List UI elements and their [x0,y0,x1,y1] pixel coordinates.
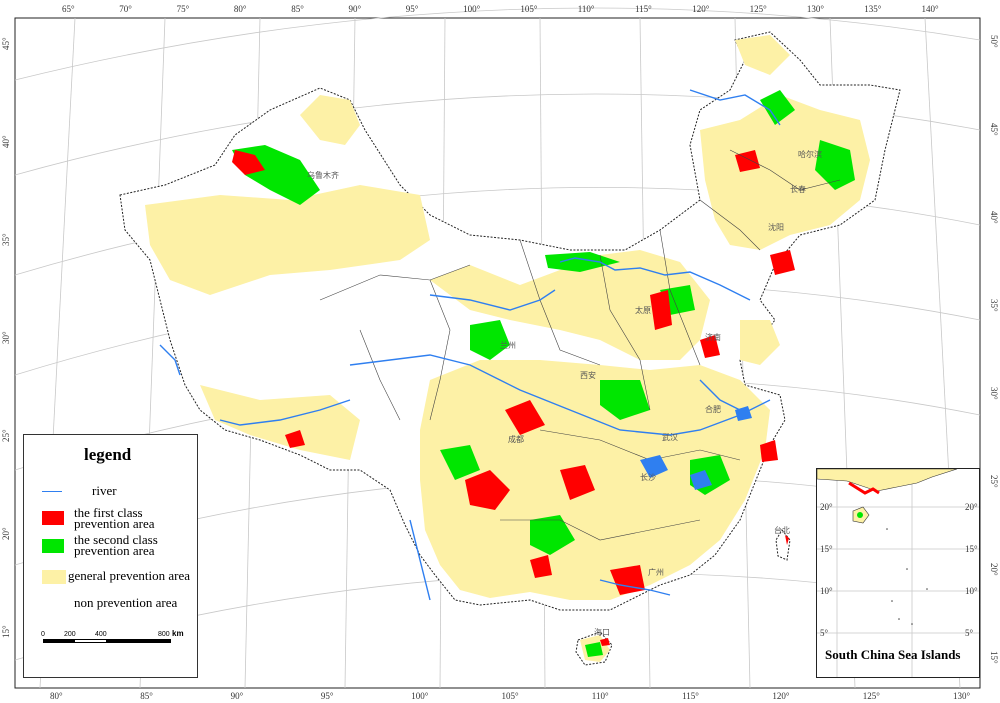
inset-lat-label-right: 5° [965,628,974,638]
legend-title: legend [84,445,132,464]
tick-label: 125° [863,691,881,701]
city-label: 长春 [790,184,806,194]
city-labels: 乌鲁木齐 哈尔滨 长春 沈阳 兰州 太原 济南 西安 成都 合肥 武汉 长沙 广… [307,149,822,637]
city-label: 海口 [594,627,610,637]
scale-label: 400 [95,631,107,638]
city-label: 台北 [774,525,790,535]
tick-label: 40° [989,211,999,224]
second-class-swatch [42,539,64,553]
tick-label: 80° [234,4,247,14]
general-prevention-areas [145,35,870,662]
tick-label: 120° [692,4,710,14]
tick-label: 130° [953,691,971,701]
tick-label: 95° [321,691,334,701]
tick-label: 20° [1,527,11,540]
map-frame [14,17,981,689]
tick-label: 90° [349,4,362,14]
tick-label: 25° [1,429,11,442]
longitude-bottom-labels: 80° 85° 90° 95° 100° 105° 110° 115° 120° 125° 130° [50,691,971,701]
tick-label: 140° [922,4,940,14]
legend-river-label: river [92,483,117,498]
inset-lat-label: 10° [820,586,833,596]
tick-label: 70° [119,4,132,14]
tick-label: 20° [989,563,999,576]
legend-second-class-line2: prevention area [74,543,155,558]
legend-box: legend river the first class prevention … [23,434,198,678]
tick-label: 95° [406,4,419,14]
latitude-left-labels: 45° 40° 35° 30° 25° 20° 15° [1,37,11,638]
tick-label: 115° [682,691,699,701]
tick-label: 115° [635,4,652,14]
lakes [640,406,752,490]
city-label: 武汉 [662,432,678,442]
tick-label: 80° [50,691,63,701]
inset-lat-label: 15° [820,544,833,554]
tick-label: 85° [291,4,304,14]
city-label: 沈阳 [768,222,784,232]
tick-label: 110° [578,4,595,14]
latitude-right-labels: 50° 45° 40° 35° 30° 25° 20° 15° [989,35,999,664]
tick-label: 135° [864,4,882,14]
tick-label: 75° [177,4,190,14]
first-class-swatch [42,511,64,525]
first-class-prevention-areas [232,150,795,646]
scale-label: 800 [158,631,170,638]
city-label: 成都 [508,434,524,444]
inset-lat-label-right: 10° [965,586,978,596]
tick-label: 65° [62,4,75,14]
scale-label: 200 [64,631,76,638]
legend-first-class-line2: prevention area [74,516,155,531]
inset-lat-label-right: 20° [965,502,978,512]
city-label: 太原 [635,305,651,315]
tick-label: 45° [1,37,11,50]
tick-label: 30° [989,387,999,400]
tick-label: 30° [1,331,11,344]
tick-label: 105° [520,4,538,14]
general-swatch [42,570,66,584]
city-label: 兰州 [500,340,516,350]
scale-bar: 0 200 400 800 km [41,629,184,643]
legend-non-label: non prevention area [74,595,178,610]
tick-label: 35° [989,299,999,312]
tick-label: 100° [411,691,429,701]
city-label: 乌鲁木齐 [307,170,339,180]
tick-label: 90° [231,691,244,701]
legend-first-class-line1: the first class [74,505,143,520]
tick-label: 120° [772,691,790,701]
tick-label: 100° [463,4,481,14]
tick-label: 125° [750,4,768,14]
inset-lat-label-right: 15° [965,544,978,554]
inset-lat-label: 20° [820,502,833,512]
longitude-top-labels: 65° 70° 75° 80° 85° 90° 95° 100° 105° 110° 115° 120… [62,4,939,14]
tick-label: 40° [1,135,11,148]
tick-label: 105° [502,691,520,701]
tick-label: 50° [989,35,999,48]
river-swatch [42,491,62,492]
tick-label: 15° [1,625,11,638]
rivers [159,89,781,601]
legend-general-label: general prevention area [68,568,190,583]
city-label: 合肥 [705,404,721,414]
inset-map: 20° 15° 10° 5° 20° 15° 10° 5° [817,469,979,677]
south-china-sea-inset: 20° 15° 10° 5° 20° 15° 10° 5° South Chin… [816,468,980,678]
city-label: 西安 [580,370,596,380]
tick-label: 35° [1,233,11,246]
inset-lat-label: 5° [820,628,829,638]
tick-label: 45° [989,123,999,136]
scale-label: 0 [41,631,45,638]
city-label: 长沙 [640,472,656,482]
tick-label: 15° [989,651,999,664]
inset-title: South China Sea Islands [825,647,961,662]
city-label: 广州 [648,567,664,577]
legend-second-class-line1: the second class [74,532,158,547]
scale-unit: km [172,629,184,638]
tick-label: 85° [140,691,153,701]
tick-label: 130° [807,4,825,14]
tick-label: 25° [989,475,999,488]
city-label: 济南 [705,332,721,342]
tick-label: 110° [592,691,609,701]
city-label: 哈尔滨 [798,149,822,159]
